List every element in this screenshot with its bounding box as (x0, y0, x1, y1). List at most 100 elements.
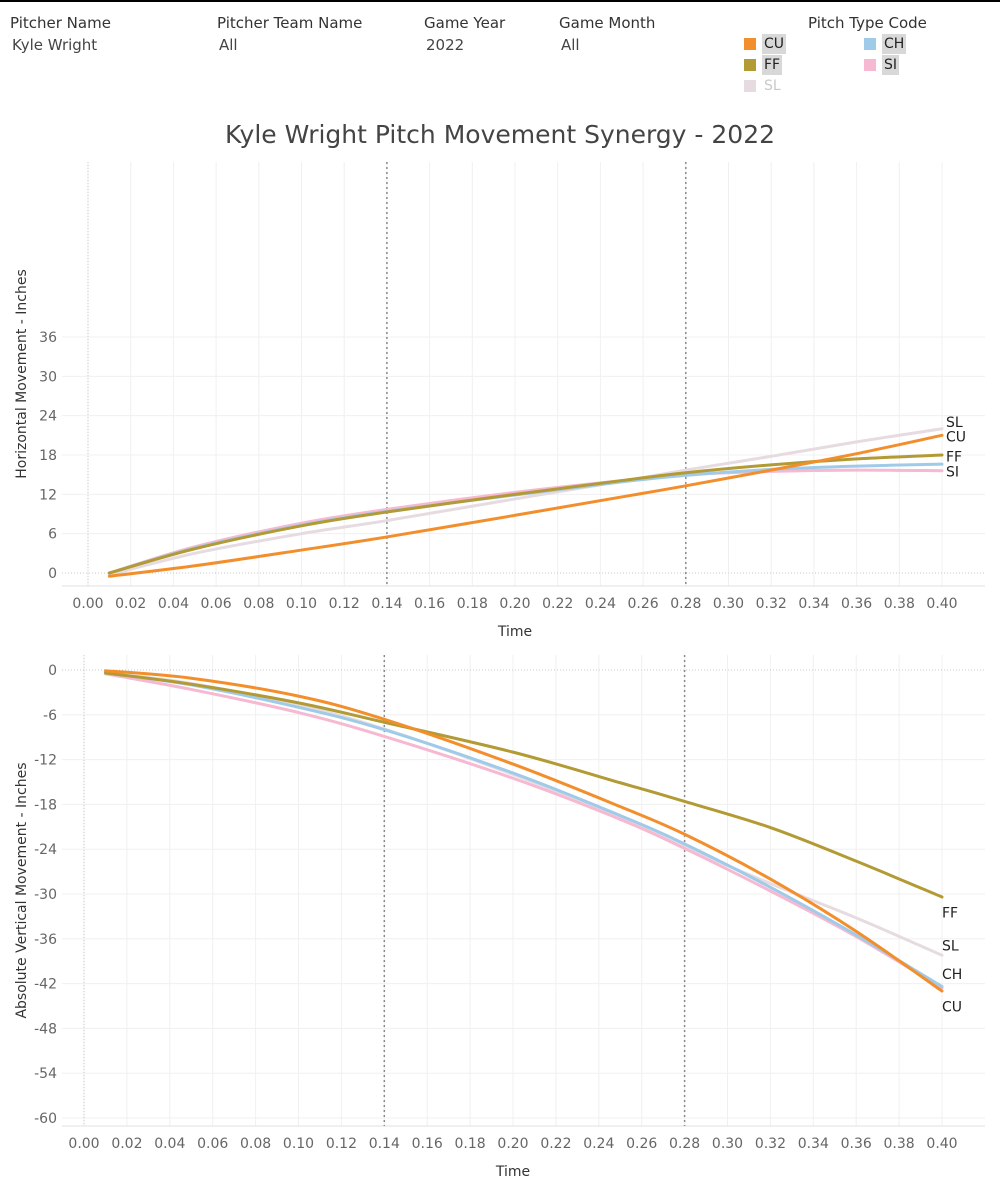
x-tick-label: 0.02 (111, 1136, 142, 1152)
series-line-cu (107, 433, 944, 578)
filter-label: Pitcher Team Name (217, 14, 363, 32)
end-label-ch: CH (942, 967, 962, 983)
x-axis-title: Time (497, 624, 532, 640)
x-tick-label: 0.20 (499, 596, 530, 612)
y-tick-label: -60 (34, 1111, 57, 1127)
x-tick-label: 0.24 (583, 1136, 614, 1152)
filter-label: Pitcher Name (10, 14, 111, 32)
x-tick-label: 0.34 (798, 1136, 829, 1152)
legend-label: SI (882, 55, 900, 75)
x-tick-label: 0.36 (841, 596, 872, 612)
y-tick-label: -24 (34, 842, 57, 858)
x-tick-label: 0.14 (371, 596, 402, 612)
y-tick-label: -36 (34, 932, 57, 948)
filter-game-year[interactable]: Game Year 2022 (424, 14, 505, 54)
grid (62, 655, 985, 1127)
end-label-ff: FF (942, 906, 958, 922)
x-tick-label: 0.26 (628, 596, 659, 612)
y-tick-label: -48 (34, 1021, 57, 1037)
x-tick-label: 0.00 (68, 1136, 99, 1152)
x-tick-label: 0.04 (158, 596, 189, 612)
legend-swatch (744, 59, 756, 71)
x-tick-label: 0.20 (497, 1136, 528, 1152)
x-tick-label: 0.24 (585, 596, 616, 612)
filter-label: Game Year (424, 14, 506, 32)
y-tick-label: -6 (43, 708, 57, 724)
y-axis-title: Absolute Vertical Movement - Inches (14, 762, 30, 1018)
legend-label: SL (764, 78, 781, 94)
y-tick-label: -42 (34, 977, 57, 993)
x-tick-label: 0.00 (72, 596, 103, 612)
x-tick-label: 0.12 (329, 596, 360, 612)
x-tick-label: 0.28 (669, 1136, 700, 1152)
x-tick-label: 0.22 (540, 1136, 571, 1152)
x-tick-label: 0.40 (926, 1136, 957, 1152)
series-line-si (103, 672, 944, 990)
x-tick-label: 0.40 (926, 596, 957, 612)
x-tick-label: 0.08 (240, 1136, 271, 1152)
y-tick-label: 0 (48, 566, 57, 582)
end-label-sl: SL (946, 415, 963, 431)
series-line-ch (107, 462, 944, 575)
y-tick-label: 24 (39, 409, 57, 425)
horizontal-movement-chart: 0.00 0.02 0.04 0.06 0.08 0.10 0.12 0.14 0.16 0.18… (14, 162, 985, 640)
legend-label: CH (882, 34, 907, 54)
x-tick-label: 0.16 (412, 1136, 443, 1152)
y-tick-label: 0 (48, 663, 57, 679)
legend-swatch (744, 80, 756, 92)
legend-swatch (864, 38, 876, 50)
x-tick-label: 0.36 (841, 1136, 872, 1152)
x-tick-label: 0.28 (670, 596, 701, 612)
x-tick-label: 0.14 (369, 1136, 400, 1152)
end-label-cu: CU (942, 1000, 962, 1016)
legend-item-sl[interactable]: SL (744, 76, 783, 96)
legend-swatch (744, 38, 756, 50)
x-tick-label: 0.34 (798, 596, 829, 612)
y-tick-label: 30 (39, 369, 57, 385)
y-tick-label: -54 (34, 1066, 57, 1082)
x-tick-label: 0.38 (884, 1136, 915, 1152)
end-label-sl: SL (942, 939, 959, 955)
filter-value[interactable]: Kyle Wright (12, 36, 98, 54)
end-label-si: SI (946, 464, 959, 480)
legend-item-cu[interactable]: CU (744, 34, 787, 54)
y-axis-title: Horizontal Movement - Inches (14, 269, 30, 479)
x-tick-label: 0.02 (115, 596, 146, 612)
filter-game-month[interactable]: Game Month All (559, 14, 655, 54)
y-tick-label: 18 (39, 448, 57, 464)
x-tick-label: 0.22 (542, 596, 573, 612)
filter-pitcher-team-name[interactable]: Pitcher Team Name All (217, 14, 362, 54)
x-tick-label: 0.12 (326, 1136, 357, 1152)
y-tick-label: 36 (39, 330, 57, 346)
end-label-cu: CU (946, 430, 966, 446)
y-tick-label: -12 (34, 753, 57, 769)
chart-title: Kyle Wright Pitch Movement Synergy - 202… (224, 120, 776, 149)
y-tick-label: 12 (39, 487, 57, 503)
vertical-movement-chart: 0.00 0.02 0.04 0.06 0.08 0.10 0.12 0.14 0.16 0.18… (14, 655, 985, 1180)
x-tick-label: 0.26 (626, 1136, 657, 1152)
x-tick-label: 0.38 (884, 596, 915, 612)
end-label-ff: FF (946, 449, 962, 465)
legend-title: Pitch Type Code (808, 14, 927, 32)
series-line-ch (103, 671, 944, 989)
x-axis-title: Time (495, 1164, 530, 1180)
legend-item-si[interactable]: SI (864, 55, 900, 75)
filter-value[interactable]: 2022 (426, 36, 465, 54)
x-tick-label: 0.04 (154, 1136, 185, 1152)
filter-pitcher-name[interactable]: Pitcher Name Kyle Wright (10, 14, 111, 54)
legend-item-ff[interactable]: FF (744, 55, 783, 75)
series-line-cu (103, 669, 944, 993)
top-border (0, 0, 1000, 2)
filter-value[interactable]: All (219, 36, 238, 54)
x-tick-label: 0.18 (457, 596, 488, 612)
x-tick-label: 0.32 (756, 596, 787, 612)
filter-value[interactable]: All (561, 36, 580, 54)
x-tick-label: 0.18 (455, 1136, 486, 1152)
y-tick-label: 6 (48, 527, 57, 543)
y-tick-label: -30 (34, 887, 57, 903)
legend-label: FF (762, 55, 783, 75)
grid (62, 162, 985, 587)
x-tick-label: 0.08 (243, 596, 274, 612)
x-tick-label: 0.30 (712, 1136, 743, 1152)
legend-item-ch[interactable]: CH (864, 34, 907, 54)
